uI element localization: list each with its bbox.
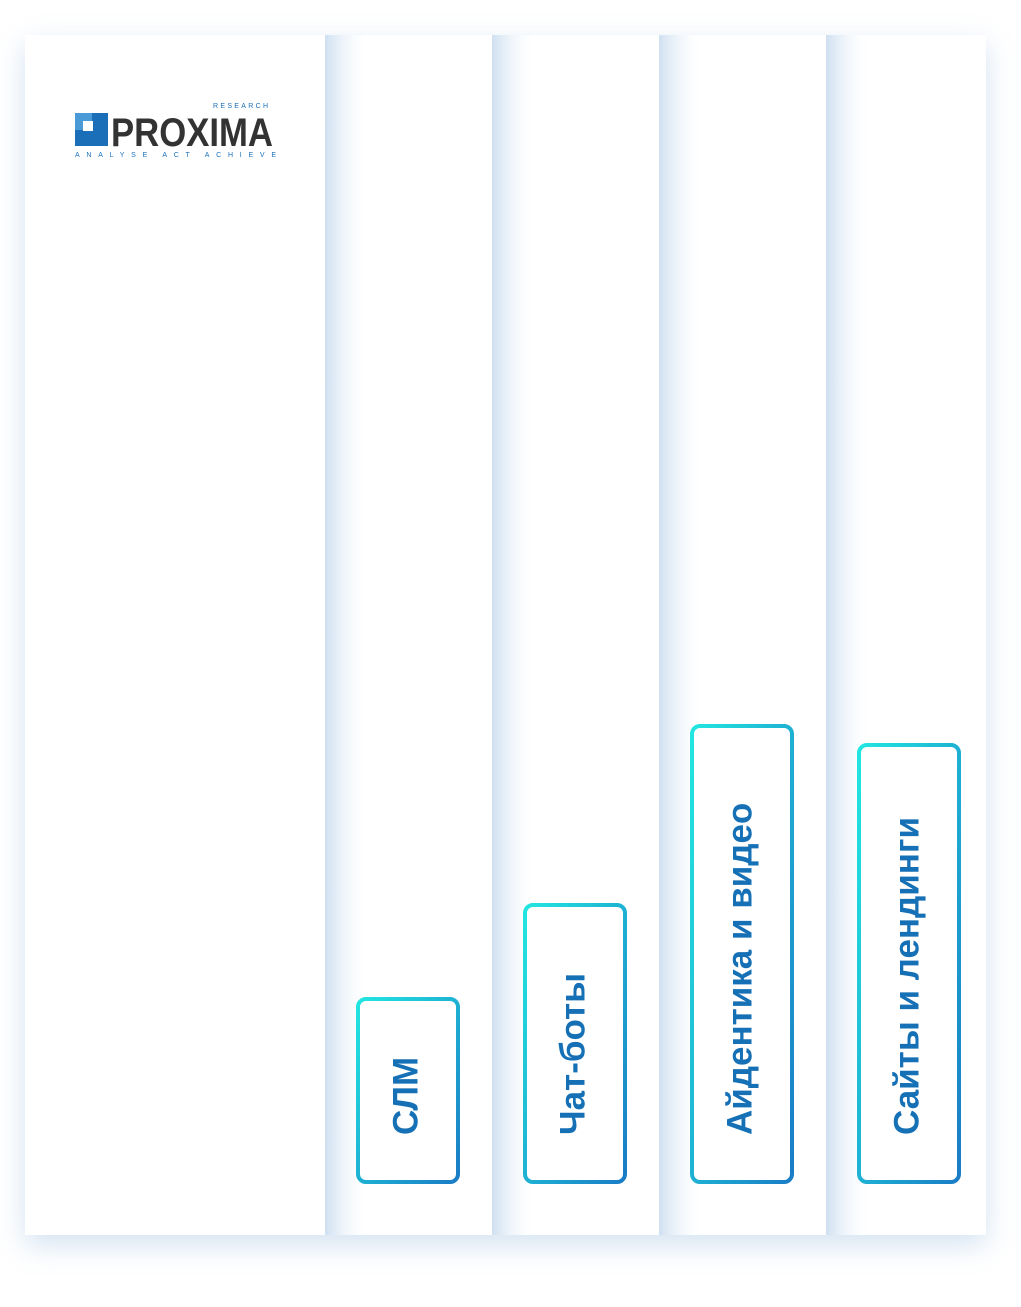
logo-name: PROXIMA <box>111 111 273 155</box>
tab-button[interactable] <box>523 903 627 1184</box>
tab-label[interactable]: Айдентика и видео <box>720 803 759 1135</box>
tab-button[interactable] <box>857 743 961 1184</box>
logo-slogan: ANALYSE ACT ACHIEVE <box>75 152 276 159</box>
tab-button[interactable] <box>356 997 460 1184</box>
logo: PROXIMA RESEARCH ANALYSE ACT ACHIEVE <box>75 103 276 159</box>
left-panel <box>25 35 325 1235</box>
tab-label[interactable]: СЛМ <box>386 1057 425 1135</box>
tab-label[interactable]: Сайты и лендинги <box>887 817 926 1135</box>
tab-button[interactable] <box>690 724 794 1184</box>
column-shadows <box>325 35 871 1235</box>
tab-label[interactable]: Чат-боты <box>553 973 592 1135</box>
logo-tag: RESEARCH <box>213 103 268 110</box>
